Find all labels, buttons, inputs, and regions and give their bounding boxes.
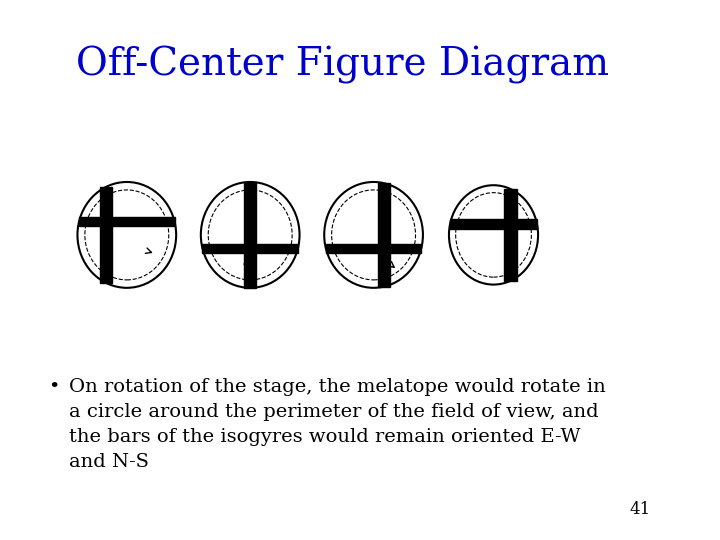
Text: Off-Center Figure Diagram: Off-Center Figure Diagram: [76, 46, 609, 84]
Text: 41: 41: [630, 502, 651, 518]
Text: •: •: [48, 378, 59, 396]
Polygon shape: [202, 244, 298, 253]
Text: On rotation of the stage, the melatope would rotate in
a circle around the perim: On rotation of the stage, the melatope w…: [68, 378, 606, 471]
Polygon shape: [326, 244, 421, 253]
Polygon shape: [378, 183, 390, 287]
Polygon shape: [244, 182, 256, 288]
Polygon shape: [505, 189, 517, 281]
Polygon shape: [450, 219, 537, 229]
Polygon shape: [100, 187, 112, 283]
Polygon shape: [79, 217, 174, 226]
